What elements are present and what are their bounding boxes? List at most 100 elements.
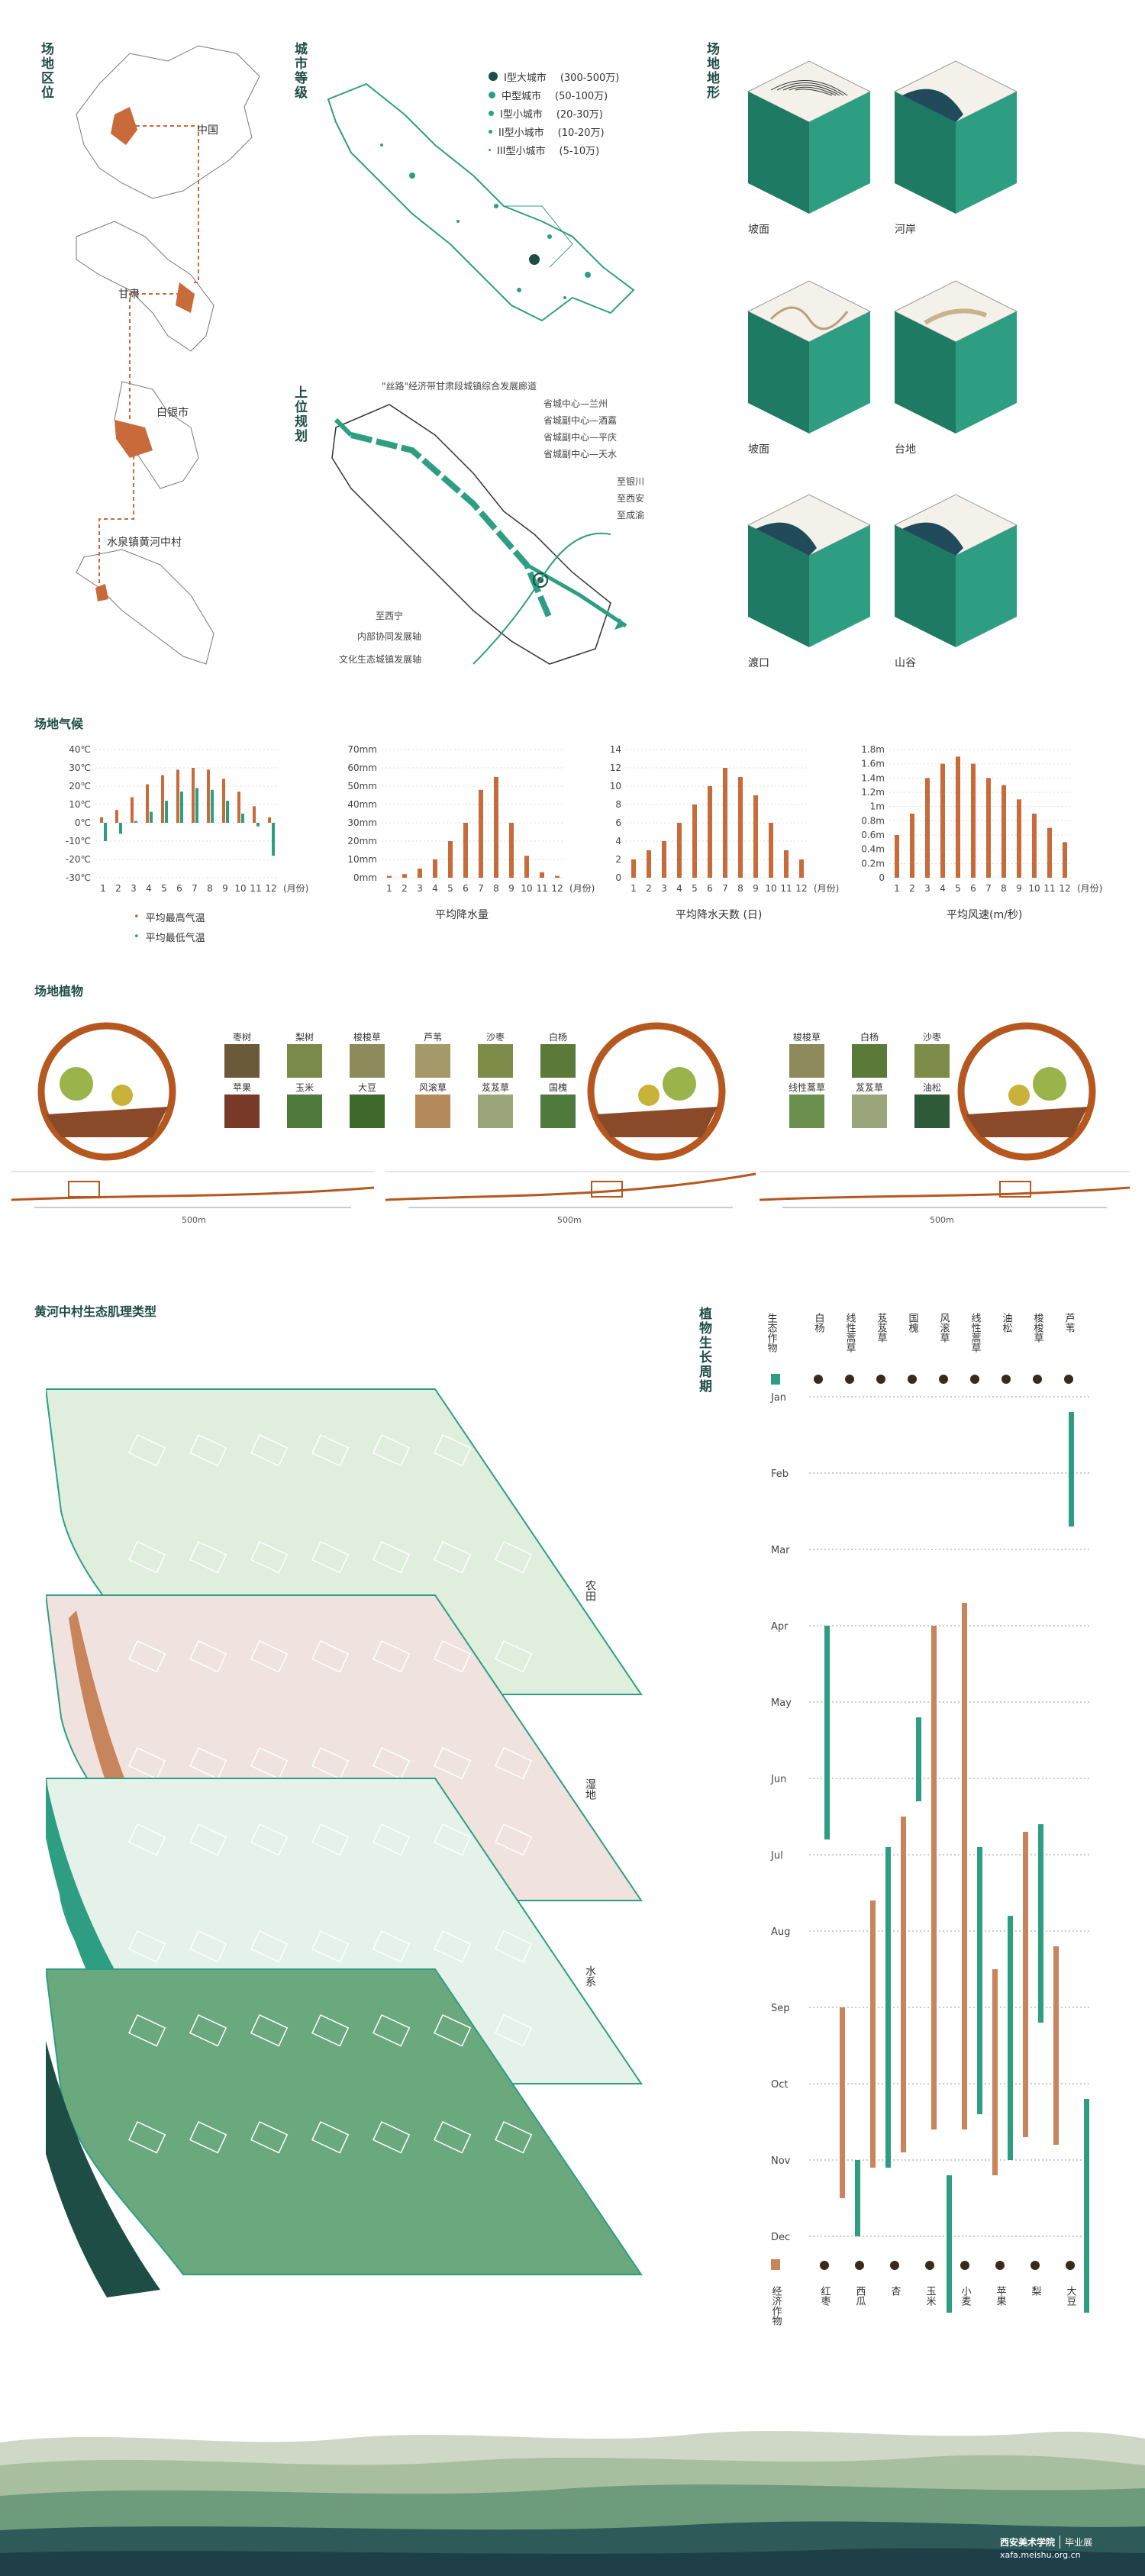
tree xyxy=(638,1085,660,1106)
x-tick-label: 3 xyxy=(131,883,137,894)
section-highlight xyxy=(591,1181,623,1198)
terrain-cube xyxy=(893,280,1018,434)
x-tick-label: 5 xyxy=(447,883,453,894)
climate-bar xyxy=(647,850,651,878)
plant-item: 线性蒿草 xyxy=(780,1081,834,1128)
layer-label-farmland: 农田 xyxy=(584,1580,596,1601)
crop-icon xyxy=(995,2261,1005,2270)
y-tick-label: 60mm xyxy=(347,762,377,773)
month-label: Oct xyxy=(771,2079,788,2091)
section-highlight xyxy=(999,1181,1031,1198)
climate-bar xyxy=(448,841,453,878)
plant-item: 油松 xyxy=(905,1081,959,1128)
temp-bar xyxy=(192,768,195,823)
parcel xyxy=(495,2014,533,2047)
month-label: Nov xyxy=(771,2155,791,2167)
parcel xyxy=(250,2121,289,2154)
y-tick-label: 0.2m xyxy=(861,858,885,869)
plant-item: 梭梭草 xyxy=(780,1030,834,1078)
vegetation-illustrations xyxy=(11,1022,1130,1208)
x-tick-label: 8 xyxy=(737,883,743,894)
climate-bar xyxy=(692,804,697,878)
upper-plan-left-dest: 至西宁 xyxy=(376,611,404,621)
y-tick-label: 0℃ xyxy=(75,817,91,828)
parcel xyxy=(495,2121,533,2154)
section-profile xyxy=(759,1171,1130,1208)
x-tick-label: 11 xyxy=(250,883,261,894)
y-tick-label: 40mm xyxy=(347,799,377,810)
parcel xyxy=(189,1541,227,1574)
bottom-crop-name: 玉米 xyxy=(924,2286,937,2306)
soil xyxy=(46,1107,168,1137)
parcel xyxy=(189,1640,227,1673)
growth-cycle-chart: 生态作物 白杨 线性蒿草 芨芨草 国槐 风滚草 线性蒿草 油松 梭梭草 芦苇 Jan Feb Mar Ap… xyxy=(766,1312,1092,2326)
eco-legend-label: 生态作物 xyxy=(766,1313,778,1353)
parcel xyxy=(250,2014,289,2047)
cube-right xyxy=(956,311,1017,434)
layers-title: 黄河中村生态肌理类型 xyxy=(34,1304,157,1319)
landscape-strip xyxy=(0,2397,1145,2576)
x-tick-label: 1 xyxy=(100,883,106,894)
section-profile xyxy=(11,1171,375,1208)
temp-bar xyxy=(268,817,271,823)
parcel xyxy=(128,2121,166,2154)
plant-item: 芦苇 xyxy=(406,1030,460,1078)
climate-bar xyxy=(986,778,991,878)
climate-bar xyxy=(509,823,514,878)
y-tick-label: -30℃ xyxy=(66,872,91,883)
parcel xyxy=(373,1930,411,1963)
x-tick-label: 3 xyxy=(417,883,423,894)
section-ground xyxy=(759,1186,1130,1201)
parcel xyxy=(311,1434,350,1467)
climate-bar xyxy=(753,795,758,878)
parcel xyxy=(250,1640,289,1673)
parcel xyxy=(495,1640,533,1673)
month-label: Mar xyxy=(771,1545,790,1556)
terrain-cube xyxy=(747,494,872,647)
scale-label-1: 500m xyxy=(182,1215,206,1225)
parcel xyxy=(128,1640,166,1673)
tree xyxy=(1033,1067,1066,1101)
y-tick-label: 40℃ xyxy=(69,744,91,755)
x-tick-label: 9 xyxy=(222,883,228,894)
climate-bar xyxy=(402,874,407,878)
plant-item: 沙枣 xyxy=(469,1030,522,1078)
x-tick-label: 10 xyxy=(234,883,246,894)
top-crop-name: 线性蒿草 xyxy=(844,1313,856,1352)
terrain-cube xyxy=(747,60,872,214)
cube-right xyxy=(809,525,870,647)
parcel xyxy=(189,2121,227,2154)
temp-bar xyxy=(146,784,149,823)
soil xyxy=(966,1107,1088,1137)
upper-plan-axis-2: 文化生态城镇发展轴 xyxy=(339,654,422,665)
climate-bar xyxy=(387,875,392,878)
precip-caption: 平均降水量 xyxy=(435,909,489,921)
plant-item: 玉米 xyxy=(278,1081,331,1128)
parcel xyxy=(434,1823,472,1856)
y-tick-label: 0 xyxy=(879,872,885,883)
bottom-crop-name: 西瓜 xyxy=(854,2286,866,2306)
parcel xyxy=(434,1930,472,1963)
footer-tag: 毕业展 xyxy=(1060,2536,1092,2549)
climate-bar xyxy=(925,778,930,878)
crop-icon xyxy=(876,1375,885,1384)
label-baiyin: 白银市 xyxy=(156,407,189,419)
river-strip xyxy=(46,2040,160,2297)
econ-legend-swatch xyxy=(771,2259,780,2270)
y-tick-label: 0 xyxy=(615,872,621,883)
x-tick-label: 4 xyxy=(432,883,438,894)
econ-legend-label: 经济作物 xyxy=(770,2286,782,2326)
city-level-title: 城市等级 xyxy=(292,42,307,100)
crop-icon xyxy=(820,2261,829,2270)
temp-bar xyxy=(104,823,107,841)
parcel xyxy=(373,1747,411,1780)
terrain-cube xyxy=(747,280,872,434)
parcel xyxy=(495,1930,533,1963)
parcel xyxy=(128,1823,166,1856)
growth-bar xyxy=(947,2175,952,2313)
temp-bar xyxy=(195,788,198,823)
cube-contour xyxy=(776,82,844,96)
terrain-label-5: 渡口 xyxy=(748,657,769,669)
top-crop-name: 油松 xyxy=(1001,1313,1013,1333)
